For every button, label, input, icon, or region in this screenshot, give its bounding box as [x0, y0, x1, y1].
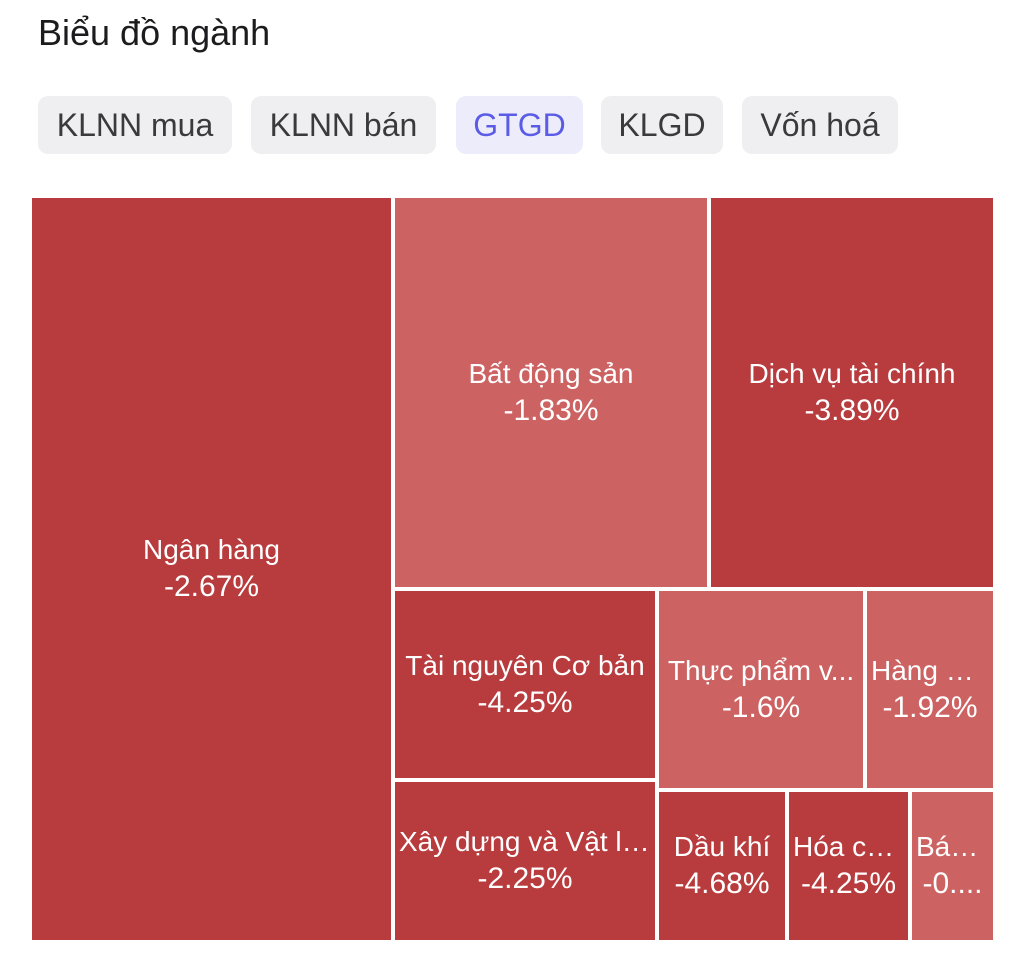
- sector-cell-tai-nguyen-co-ban[interactable]: Tài nguyên Cơ bản -4.25%: [393, 589, 657, 780]
- sector-cell-ban-le[interactable]: Bán lẻ -0....: [910, 790, 995, 942]
- sector-name: Dịch vụ tài chính: [748, 357, 956, 389]
- sector-cell-dich-vu-tai-chinh[interactable]: Dịch vụ tài chính -3.89%: [709, 196, 995, 589]
- tab-von-hoa[interactable]: Vốn hoá: [742, 96, 898, 154]
- sector-name: Bán lẻ: [916, 831, 993, 862]
- tab-gtgd[interactable]: GTGD: [456, 96, 583, 154]
- sector-change: -4.25%: [800, 867, 897, 900]
- sector-name: Dầu khí: [673, 831, 771, 862]
- sector-treemap: Ngân hàng -2.67% Bất động sản -1.83% Dịc…: [30, 196, 995, 942]
- sector-change: -3.89%: [804, 393, 900, 427]
- tab-klgd[interactable]: KLGD: [601, 96, 723, 154]
- sector-name: Bất động sản: [468, 357, 634, 389]
- sector-name: Tài nguyên Cơ bản: [405, 649, 645, 681]
- sector-change: -4.68%: [674, 867, 770, 900]
- sector-name: Thực phẩm v...: [667, 654, 855, 686]
- sector-cell-bat-dong-san[interactable]: Bất động sản -1.83%: [393, 196, 709, 589]
- sector-name: Hóa chất: [793, 831, 906, 862]
- sector-change: -1.6%: [721, 690, 801, 724]
- sector-change: -2.67%: [163, 570, 260, 603]
- sector-name: Ngân hàng: [142, 534, 280, 565]
- sector-cell-ngan-hang[interactable]: Ngân hàng -2.67%: [30, 196, 393, 942]
- sector-name: Hàng & ...: [871, 654, 993, 686]
- tab-klnn-ban[interactable]: KLNN bán: [251, 96, 436, 154]
- sector-change: -1.92%: [882, 690, 978, 724]
- sector-change: -0....: [922, 867, 983, 900]
- sector-name: Xây dựng và Vật li...: [399, 826, 652, 857]
- sector-cell-thuc-pham[interactable]: Thực phẩm v... -1.6%: [657, 589, 865, 790]
- sector-change: -2.25%: [477, 862, 573, 895]
- sector-cell-hoa-chat[interactable]: Hóa chất -4.25%: [787, 790, 910, 942]
- sector-cell-dau-khi[interactable]: Dầu khí -4.68%: [657, 790, 787, 942]
- sector-change: -4.25%: [477, 685, 573, 719]
- sector-cell-hang[interactable]: Hàng & ... -1.92%: [865, 589, 995, 790]
- sector-change: -1.83%: [503, 393, 599, 427]
- tab-klnn-mua[interactable]: KLNN mua: [38, 96, 232, 154]
- page-title: Biểu đồ ngành: [38, 12, 271, 53]
- sector-cell-xay-dung[interactable]: Xây dựng và Vật li... -2.25%: [393, 780, 657, 942]
